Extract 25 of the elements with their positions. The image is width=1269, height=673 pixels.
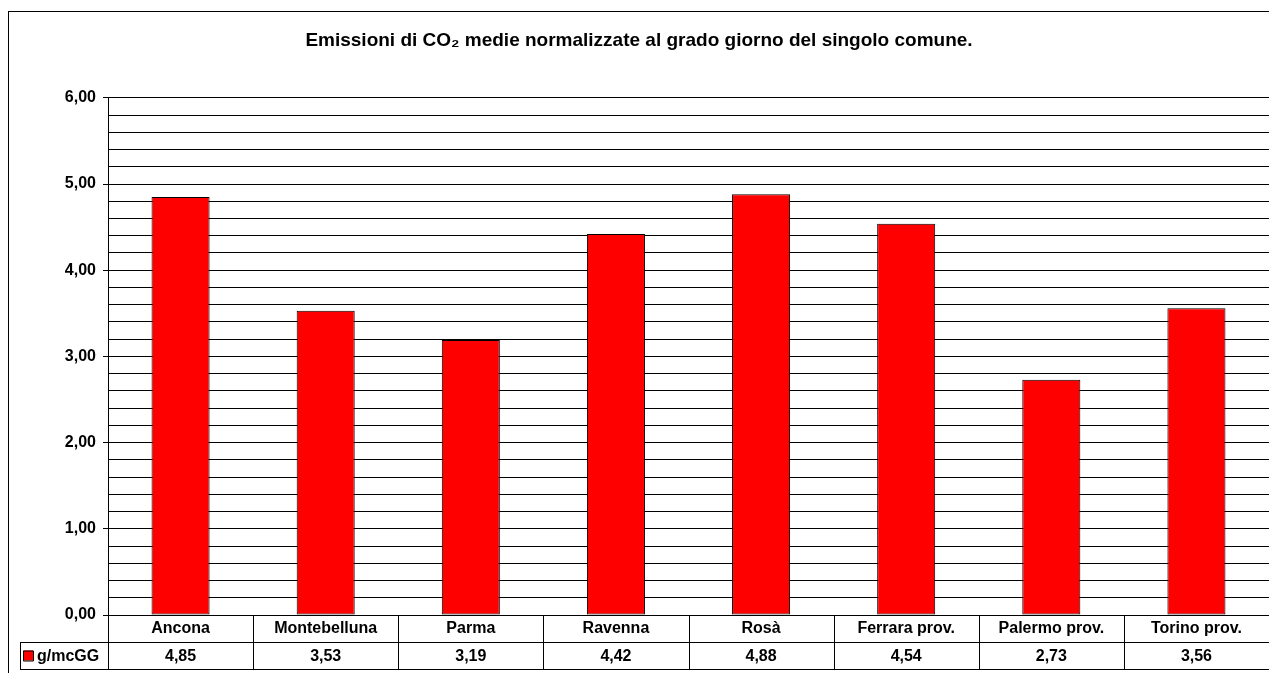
x-tick-label: Palermo prov.	[998, 619, 1105, 637]
x-tick-label: Ancona	[151, 619, 210, 637]
data-label: 3,19	[455, 646, 487, 664]
y-tick-label: 0,00	[64, 605, 97, 623]
y-tick-label: 6,00	[64, 88, 97, 106]
y-tick-label: 3,00	[64, 346, 97, 364]
data-label: 3,56	[1180, 646, 1213, 664]
chart-title: Emissioni di CO₂ medie normalizzate al grado giorno del singolo comune.	[305, 28, 973, 50]
data-label: 3,53	[310, 646, 342, 664]
x-tick-label: Montebelluna	[274, 619, 378, 637]
data-label: 2,73	[1035, 646, 1067, 664]
x-tick-label: Parma	[446, 619, 496, 637]
y-tick-label: 1,00	[64, 519, 97, 537]
data-label: 4,42	[600, 646, 632, 664]
legend-label: g/mcGG	[37, 646, 100, 664]
y-tick-label: 4,00	[64, 260, 97, 278]
x-tick-label: Torino prov.	[1150, 619, 1242, 637]
data-label: 4,54	[890, 646, 922, 664]
x-tick-label: Ravenna	[582, 619, 650, 637]
y-tick-label: 5,00	[64, 174, 97, 192]
data-label: 4,85	[164, 646, 197, 664]
x-tick-label: Rosà	[741, 619, 781, 637]
data-label: 4,88	[745, 646, 777, 664]
y-tick-label: 2,00	[64, 433, 97, 451]
x-tick-label: Ferrara prov.	[857, 619, 955, 637]
